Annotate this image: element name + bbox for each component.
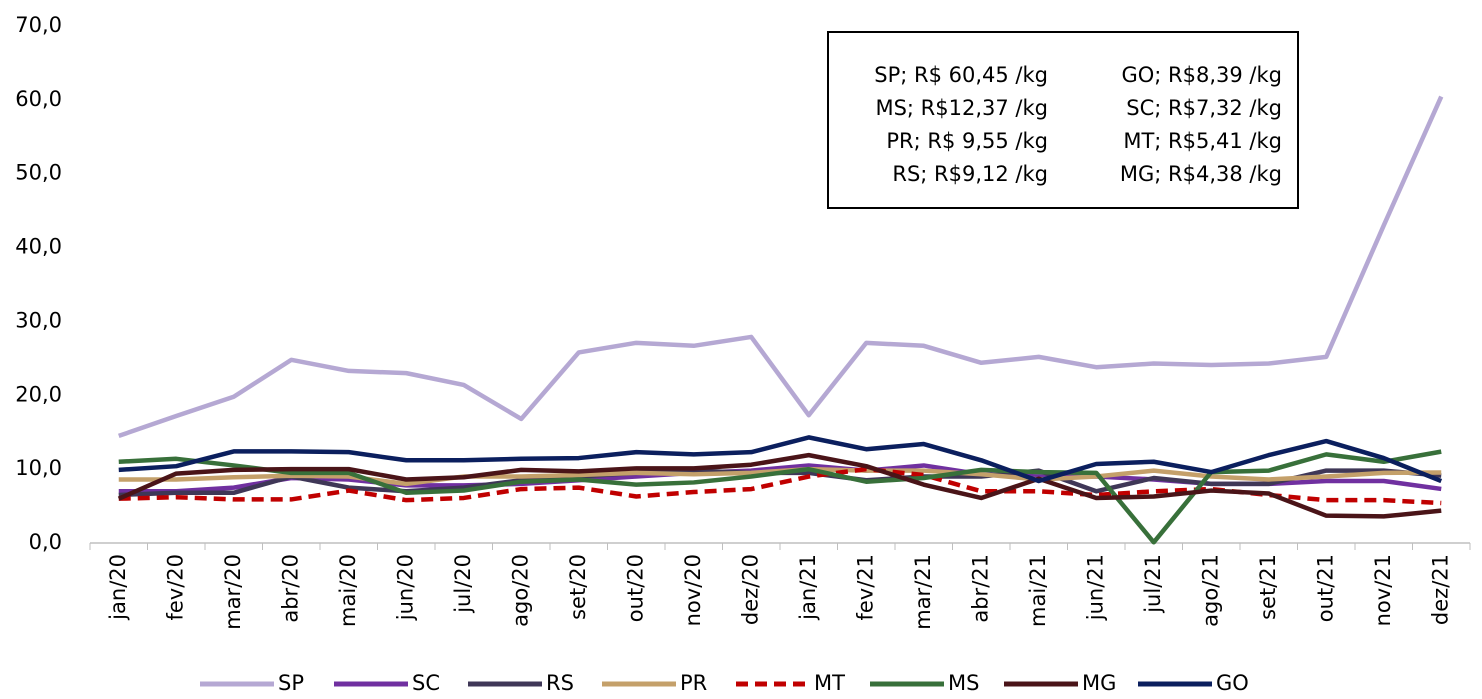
y-tick-label: 30,0 (15, 308, 62, 332)
annotation-text: GO; R$8,39 /kg (1121, 63, 1282, 87)
x-tick-label: nov/21 (1371, 554, 1395, 626)
x-tick-label: jan/20 (106, 554, 130, 621)
legend-label: PR (680, 671, 707, 695)
series-line (118, 95, 1444, 439)
legend-label: GO (1216, 671, 1249, 695)
annotation-text: MT; R$5,41 /kg (1123, 129, 1282, 153)
x-tick-label: mai/21 (1026, 554, 1050, 627)
x-tick-label: out/20 (623, 554, 647, 622)
x-tick-label: mar/21 (911, 554, 935, 630)
annotation-text: PR; R$ 9,55 /kg (886, 129, 1048, 153)
series-line (118, 449, 1442, 545)
x-tick-label: jun/21 (1083, 554, 1107, 621)
annotation-text: MG; R$4,38 /kg (1120, 162, 1282, 186)
y-tick-label: 40,0 (15, 235, 62, 259)
x-tick-label: nov/20 (681, 554, 705, 626)
annotation-text: SC; R$7,32 /kg (1126, 96, 1282, 120)
x-tick-label: mar/20 (221, 554, 245, 630)
annotation-text: RS; R$9,12 /kg (892, 162, 1048, 186)
legend-label: MG (1082, 671, 1116, 695)
x-tick-label: ago/20 (508, 554, 532, 627)
y-tick-label: 60,0 (15, 87, 62, 111)
x-tick-label: jul/20 (451, 554, 475, 614)
x-tick-label: jul/21 (1141, 554, 1165, 614)
x-tick-label: abr/21 (968, 554, 992, 623)
x-tick-label: jun/20 (393, 554, 417, 621)
x-tick-label: fev/21 (853, 554, 877, 621)
y-tick-label: 70,0 (15, 13, 62, 37)
y-tick-label: 10,0 (15, 456, 62, 480)
annotation-text: MS; R$12,37 /kg (875, 96, 1048, 120)
legend-label: RS (546, 671, 574, 695)
y-tick-label: 0,0 (29, 530, 62, 554)
legend-label: SP (278, 671, 304, 695)
annotation-text: SP; R$ 60,45 /kg (874, 63, 1048, 87)
x-tick-label: set/21 (1256, 554, 1280, 620)
x-tick-label: ago/21 (1198, 554, 1222, 627)
legend-label: SC (412, 671, 440, 695)
x-tick-label: fev/20 (163, 554, 187, 621)
x-tick-label: mai/20 (336, 554, 360, 627)
x-tick-label: dez/21 (1428, 554, 1452, 625)
annotation-box (827, 31, 1299, 209)
x-tick-label: jan/21 (796, 554, 820, 621)
y-tick-label: 20,0 (15, 382, 62, 406)
x-tick-label: set/20 (566, 554, 590, 620)
series-line (118, 435, 1443, 484)
x-tick-label: dez/20 (738, 554, 762, 625)
legend-label: MS (948, 671, 979, 695)
x-tick-label: out/21 (1313, 554, 1337, 622)
x-tick-label: abr/20 (278, 554, 302, 623)
y-tick-label: 50,0 (15, 161, 62, 185)
series-line (117, 452, 1442, 519)
legend-label: MT (814, 671, 845, 695)
